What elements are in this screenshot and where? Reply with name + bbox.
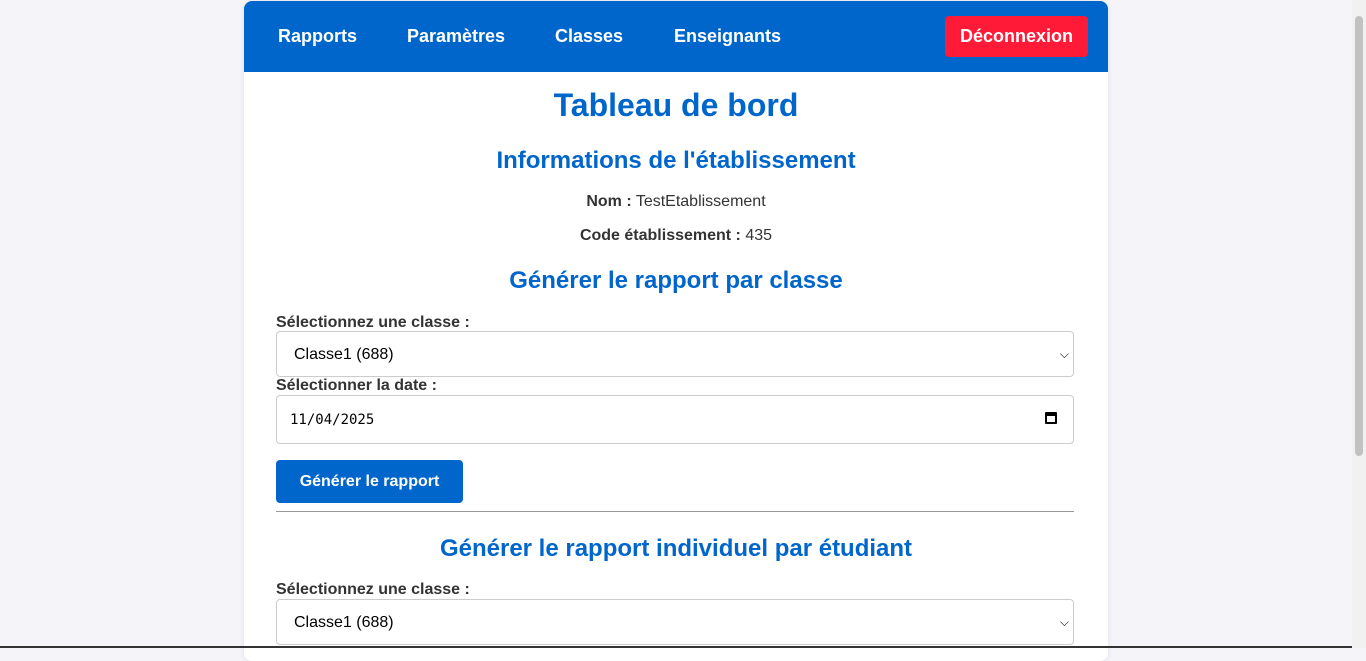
code-value: 435 — [745, 227, 773, 244]
page-scrollbar[interactable] — [1352, 0, 1366, 648]
calendar-icon[interactable] — [1045, 412, 1057, 424]
name-value: TestEtablissement — [635, 193, 766, 210]
window-edge — [0, 646, 1352, 648]
nav-enseignants[interactable]: Enseignants — [674, 26, 782, 46]
date-label: Sélectionner la date : — [276, 377, 437, 394]
nav-classes[interactable]: Classes — [555, 26, 624, 46]
establishment-code: Code établissement : 435 — [244, 227, 1108, 245]
top-nav: Rapports Paramètres Classes Enseignants … — [244, 1, 1108, 72]
nav-rapports[interactable]: Rapports — [278, 26, 358, 46]
code-label: Code établissement : — [579, 227, 741, 244]
student-report-heading: Générer le rapport individuel par étudia… — [439, 535, 913, 562]
scrollbar-thumb[interactable] — [1355, 16, 1363, 456]
student-class-select[interactable]: Classe1 (688) ⌵ — [276, 599, 1074, 645]
nav-parametres[interactable]: Paramètres — [407, 26, 506, 46]
class-select-label: Sélectionnez une classe : — [276, 314, 470, 331]
establishment-heading: Informations de l'établissement — [496, 147, 856, 174]
student-class-select-value: Classe1 (688) — [294, 614, 394, 631]
class-report-heading: Générer le rapport par classe — [509, 267, 843, 294]
class-select-value: Classe1 (688) — [294, 346, 394, 363]
class-select[interactable]: Classe1 (688) ⌵ — [276, 331, 1074, 377]
date-value: 11/04/2025 — [290, 412, 375, 428]
chevron-down-icon: ⌵ — [1059, 615, 1069, 629]
divider — [276, 511, 1074, 512]
dashboard-card: Rapports Paramètres Classes Enseignants … — [244, 1, 1108, 661]
name-label: Nom : — [586, 193, 632, 210]
generate-report-button[interactable]: Générer le rapport — [276, 460, 463, 503]
date-input[interactable]: 11/04/2025 — [276, 395, 1074, 444]
establishment-name: Nom : TestEtablissement — [244, 193, 1108, 211]
student-class-select-label: Sélectionnez une classe : — [276, 581, 470, 598]
chevron-down-icon: ⌵ — [1059, 347, 1069, 361]
page-title: Tableau de bord — [553, 87, 799, 123]
logout-button[interactable]: Déconnexion — [945, 16, 1088, 57]
